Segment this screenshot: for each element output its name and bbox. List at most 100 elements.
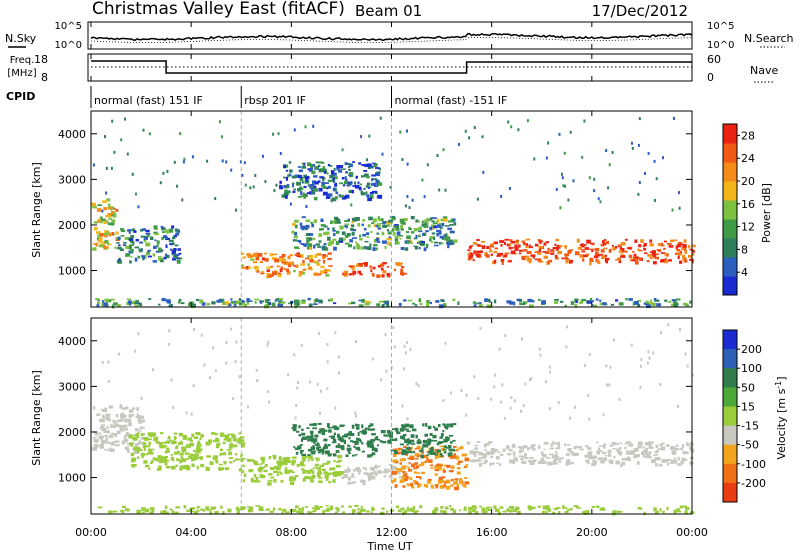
data-cell (291, 471, 295, 473)
data-cell (508, 448, 513, 452)
data-cell (247, 254, 252, 258)
data-cell (108, 405, 113, 409)
cpid-segment-label: normal (fast) -151 IF (395, 94, 508, 107)
data-cell (405, 440, 411, 444)
data-cell (442, 148, 445, 152)
data-cell (121, 440, 126, 445)
data-cell (322, 177, 325, 182)
data-cell (589, 258, 592, 262)
data-cell (137, 451, 140, 454)
data-cell (307, 162, 312, 166)
data-cell (317, 180, 321, 183)
data-cell (586, 253, 589, 257)
data-cell (618, 510, 623, 513)
data-cell (457, 301, 460, 305)
data-cell (518, 244, 521, 248)
data-cell (368, 301, 372, 304)
data-cell (357, 270, 362, 274)
data-cell (476, 197, 479, 201)
data-cell (431, 510, 437, 515)
data-cell (277, 132, 280, 136)
data-cell (130, 240, 133, 244)
data-cell (248, 300, 253, 302)
data-cell (423, 483, 427, 487)
data-cell (127, 300, 132, 304)
data-cell (139, 426, 143, 429)
data-cell (570, 507, 573, 511)
data-cell (371, 507, 375, 511)
colorbar-tick-label: -50 (741, 439, 759, 452)
data-cell (599, 299, 602, 302)
data-cell (103, 220, 107, 224)
data-cell (192, 449, 196, 452)
data-cell (241, 252, 245, 255)
data-cell (130, 443, 134, 447)
data-cell (111, 232, 114, 236)
data-cell (305, 176, 310, 180)
data-cell (686, 364, 689, 368)
data-cell (524, 301, 528, 305)
data-cell (607, 453, 612, 457)
data-cell (362, 233, 366, 237)
freq-label-line2: [MHz] (7, 68, 36, 79)
data-cell (493, 250, 498, 254)
data-cell (230, 327, 232, 331)
data-cell (613, 455, 616, 459)
data-cell (407, 438, 410, 441)
data-cell (488, 441, 493, 444)
data-cell (300, 225, 306, 229)
data-cell (551, 441, 555, 445)
data-cell (476, 441, 481, 443)
data-cell (334, 331, 337, 335)
data-cell (555, 238, 559, 242)
data-cell (333, 232, 336, 237)
x-tick-label: 08:00 (275, 526, 307, 539)
data-cell (267, 479, 273, 482)
data-cell (508, 187, 511, 190)
data-cell (232, 302, 237, 305)
data-cell (400, 262, 403, 265)
data-cell (406, 162, 409, 166)
data-cell (476, 244, 481, 246)
noise-tick-left-top: 10^5 (55, 21, 82, 32)
noise-traces (90, 32, 693, 43)
data-cell (294, 246, 299, 249)
data-cell (395, 429, 399, 432)
data-cell (668, 245, 674, 248)
data-cell (565, 462, 568, 466)
data-cell (661, 459, 666, 463)
data-cell (572, 179, 575, 183)
data-cell (442, 510, 447, 515)
data-cell (435, 485, 438, 489)
data-cell (369, 165, 374, 169)
data-cell (160, 510, 165, 514)
data-cell (351, 229, 357, 232)
data-cell (158, 460, 163, 464)
data-cell (509, 301, 514, 305)
data-cell (361, 424, 364, 429)
data-cell (554, 453, 558, 457)
data-cell (442, 468, 446, 471)
noise-tick-right-bottom: 10^0 (707, 40, 734, 51)
data-cell (128, 231, 131, 234)
data-cell (605, 364, 608, 368)
data-cell (382, 262, 387, 265)
data-cell (615, 460, 620, 465)
data-cell (644, 171, 646, 175)
data-cell (230, 298, 233, 301)
data-cell (324, 443, 327, 447)
data-cell (417, 438, 421, 443)
data-cell (125, 446, 129, 450)
data-cell (168, 329, 171, 333)
data-cell (273, 189, 276, 193)
data-cell (322, 246, 327, 250)
data-cell (139, 241, 143, 244)
data-cell (373, 224, 377, 228)
data-cell (525, 246, 530, 249)
data-cell (359, 440, 362, 443)
data-cell (602, 457, 608, 461)
data-cell (591, 506, 596, 508)
data-cell (320, 265, 325, 269)
data-cell (404, 450, 409, 454)
